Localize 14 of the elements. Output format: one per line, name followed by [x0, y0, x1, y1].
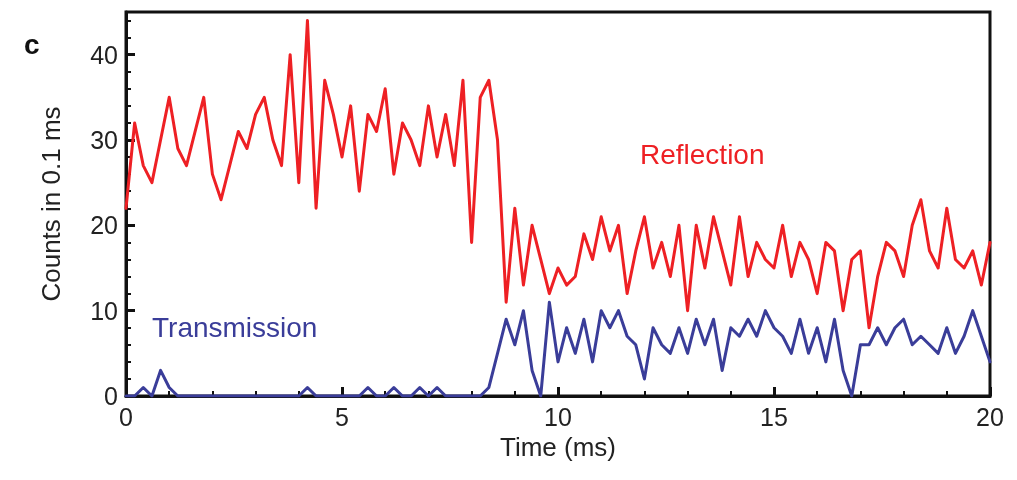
x-axis-title: Time (ms): [499, 432, 617, 462]
text: c: [24, 28, 40, 60]
y-tick-label: 10: [90, 296, 118, 325]
y-tick-label: 40: [90, 40, 118, 69]
y-tick-label: 0: [104, 382, 118, 410]
y-tick-label: 20: [90, 211, 118, 240]
y-axis-title: Counts in 0.1 ms: [36, 106, 66, 302]
x-tick-label: 5: [335, 402, 349, 431]
x-tick-label: 15: [760, 402, 788, 431]
x-tick-label: 20: [976, 402, 1004, 431]
y-tick-label: 30: [90, 126, 118, 154]
series-label: Transmission: [152, 311, 318, 343]
x-tick-label: 10: [544, 402, 572, 431]
series-label: Reflection: [640, 138, 765, 170]
